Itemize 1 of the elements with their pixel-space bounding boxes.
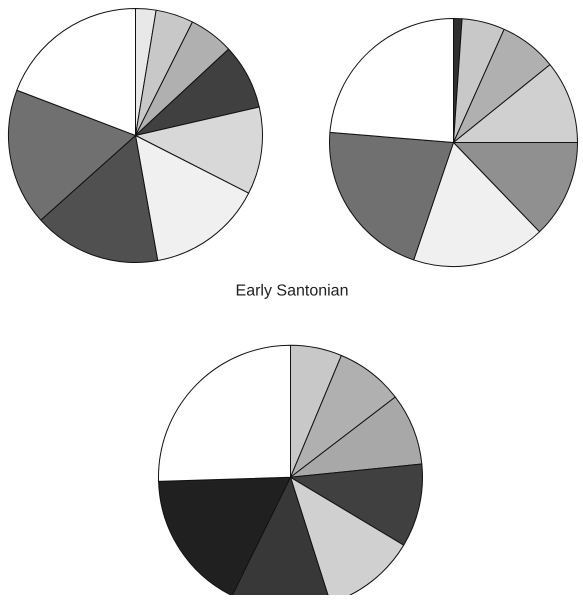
chart-title: Early Santonian	[236, 282, 348, 300]
